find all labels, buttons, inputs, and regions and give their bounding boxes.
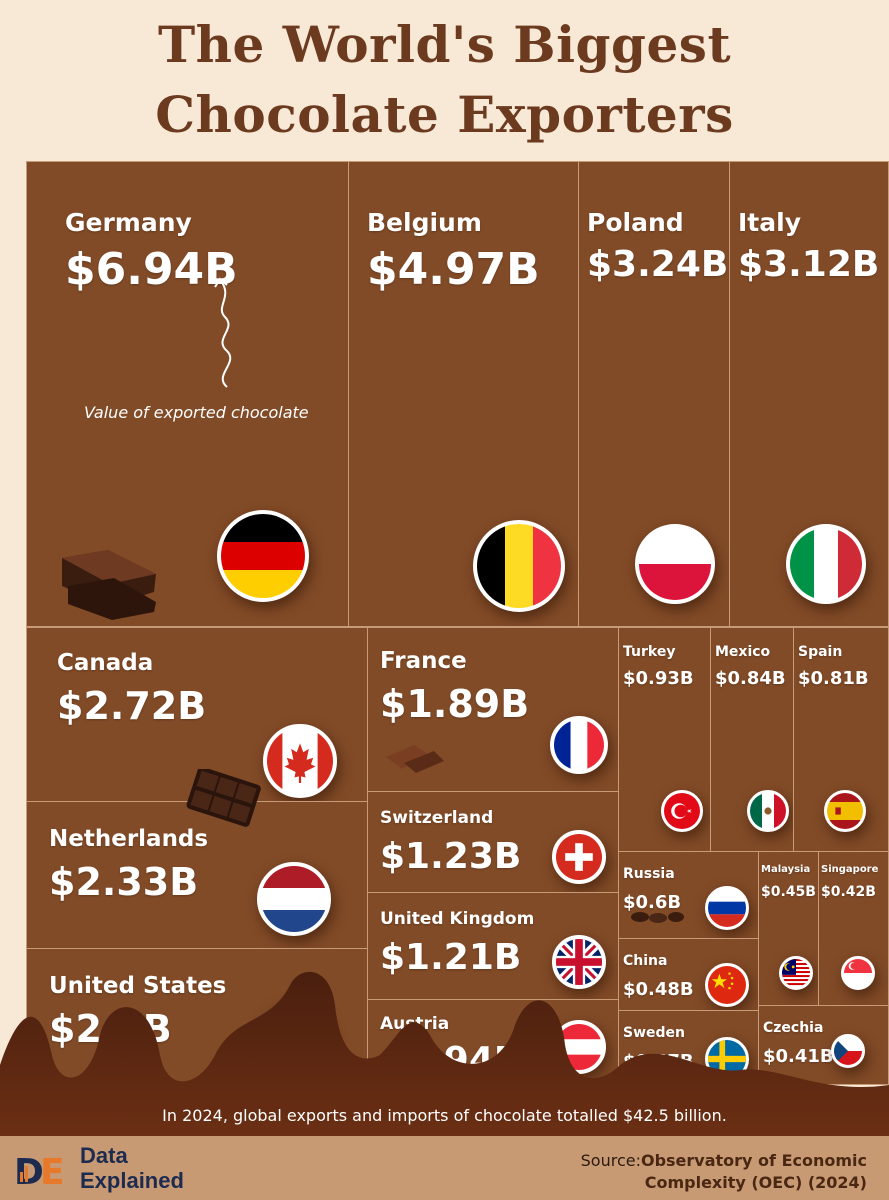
mexico-flag-icon: [747, 790, 789, 832]
netherlands-flag-icon: [257, 862, 331, 936]
source-citation: Source:Observatory of Economic Complexit…: [581, 1150, 867, 1194]
chocolate-squares-icon: [184, 766, 268, 849]
treemap-tile-united-kingdom: United Kingdom $1.21B: [367, 892, 619, 1000]
tile-value-label: $4.97B: [367, 244, 540, 295]
uk-flag-icon: [552, 935, 606, 989]
footnote: In 2024, global exports and imports of c…: [162, 1106, 727, 1125]
italy-flag-icon: [786, 524, 866, 604]
chart-title-line-1: The World's Biggest: [157, 15, 732, 74]
treemap-tile-france: France $1.89B: [367, 627, 619, 792]
tile-value-label: $3.24B: [587, 244, 729, 285]
source-label: Source:: [580, 1151, 641, 1170]
tile-country-label: Belgium: [367, 208, 482, 237]
treemap: Germany $6.94B Belgium $4.97B Poland $3.24B It…: [26, 161, 889, 1085]
tile-country-label: United States: [49, 973, 227, 999]
tile-value-label: $2.33B: [49, 860, 199, 904]
tile-country-label: Mexico: [715, 644, 771, 660]
chocolate-pieces-icon: [384, 737, 446, 781]
china-flag-icon: [705, 963, 749, 1007]
treemap-tile-mexico: Mexico $0.84B: [710, 627, 794, 852]
tile-country-label: Canada: [57, 650, 154, 676]
chocolate-bar-icon: [58, 546, 162, 628]
belgium-flag-icon: [473, 520, 565, 612]
brand-name-line-2: Explained: [80, 1168, 184, 1193]
france-flag-icon: [550, 716, 608, 774]
treemap-tile-czechia: Czechia $0.41B: [758, 1005, 889, 1085]
annotation-arrow-icon: [205, 275, 245, 399]
tile-value-label: $0.6B: [623, 892, 682, 913]
singapore-flag-icon: [841, 956, 875, 990]
switzerland-flag-icon: [552, 830, 606, 884]
tile-value-label: $1.21B: [380, 937, 522, 978]
poland-flag-icon: [635, 524, 715, 604]
tile-country-label: Turkey: [623, 644, 676, 660]
tile-value-label: $6.94B: [65, 244, 238, 295]
tile-value-label: $0.45B: [761, 884, 816, 900]
chart-title-line-2: Chocolate Exporters: [155, 85, 734, 144]
source-text-line-1: Observatory of Economic: [640, 1151, 867, 1170]
treemap-tile-singapore: Singapore $0.42B: [818, 851, 889, 1006]
russia-flag-icon: [705, 886, 749, 930]
treemap-tile-turkey: Turkey $0.93B: [618, 627, 711, 852]
tile-value-label: $1.89B: [380, 682, 530, 726]
treemap-tile-belgium: Belgium $4.97B: [348, 161, 579, 627]
tile-country-label: France: [380, 648, 467, 674]
tile-value-label: $0.81B: [798, 668, 869, 689]
brand-name-line-1: Data: [80, 1143, 128, 1168]
turkey-flag-icon: [661, 790, 703, 832]
cocoa-beans-icon: [630, 909, 688, 931]
tile-country-label: Czechia: [763, 1020, 824, 1036]
tile-country-label: Poland: [587, 208, 684, 237]
tile-country-label: Germany: [65, 208, 192, 237]
treemap-tile-germany: Germany $6.94B: [26, 161, 349, 627]
source-text-line-2: Complexity (OEC) (2024): [644, 1173, 867, 1192]
tile-value-label: $0.42B: [821, 884, 876, 900]
tile-country-label: Malaysia: [761, 864, 811, 875]
annotation-label: Value of exported chocolate: [84, 403, 309, 422]
tile-country-label: Switzerland: [380, 808, 494, 828]
chocolate-drip-decoration: [0, 945, 889, 1144]
data-explained-logo: D E: [14, 1150, 74, 1194]
tile-country-label: Sweden: [623, 1025, 685, 1041]
treemap-tile-spain: Spain $0.81B: [793, 627, 889, 852]
czechia-flag-icon: [831, 1034, 865, 1068]
treemap-tile-poland: Poland $3.24B: [578, 161, 730, 627]
tile-country-label: Italy: [738, 208, 801, 237]
treemap-tile-malaysia: Malaysia $0.45B: [758, 851, 819, 1006]
treemap-tile-switzerland: Switzerland $1.23B: [367, 791, 619, 893]
germany-flag-icon: [217, 510, 309, 602]
canada-flag-icon: [263, 724, 337, 798]
treemap-tile-china: China $0.48B: [618, 938, 759, 1011]
tile-country-label: United Kingdom: [380, 909, 535, 929]
tile-country-label: Singapore: [821, 864, 879, 875]
malaysia-flag-icon: [779, 956, 813, 990]
svg-text:D: D: [14, 1152, 44, 1190]
spain-flag-icon: [824, 790, 866, 832]
tile-country-label: China: [623, 953, 668, 969]
tile-value-label: $0.41B: [763, 1046, 834, 1067]
tile-value-label: $0.84B: [715, 668, 786, 689]
tile-country-label: Russia: [623, 866, 675, 882]
tile-country-label: Spain: [798, 644, 843, 660]
treemap-tile-netherlands: Netherlands $2.33B: [26, 801, 368, 949]
treemap-tile-italy: Italy $3.12B: [729, 161, 889, 627]
svg-text:E: E: [40, 1152, 65, 1190]
tile-value-label: $1.23B: [380, 836, 522, 877]
tile-value-label: $0.93B: [623, 668, 694, 689]
tile-value-label: $3.12B: [738, 244, 880, 285]
tile-country-label: Netherlands: [49, 826, 209, 852]
tile-value-label: $2.72B: [57, 684, 207, 728]
tile-value-label: $0.48B: [623, 979, 694, 1000]
footer: D E Data Explained Source:Observatory of…: [0, 1136, 889, 1200]
